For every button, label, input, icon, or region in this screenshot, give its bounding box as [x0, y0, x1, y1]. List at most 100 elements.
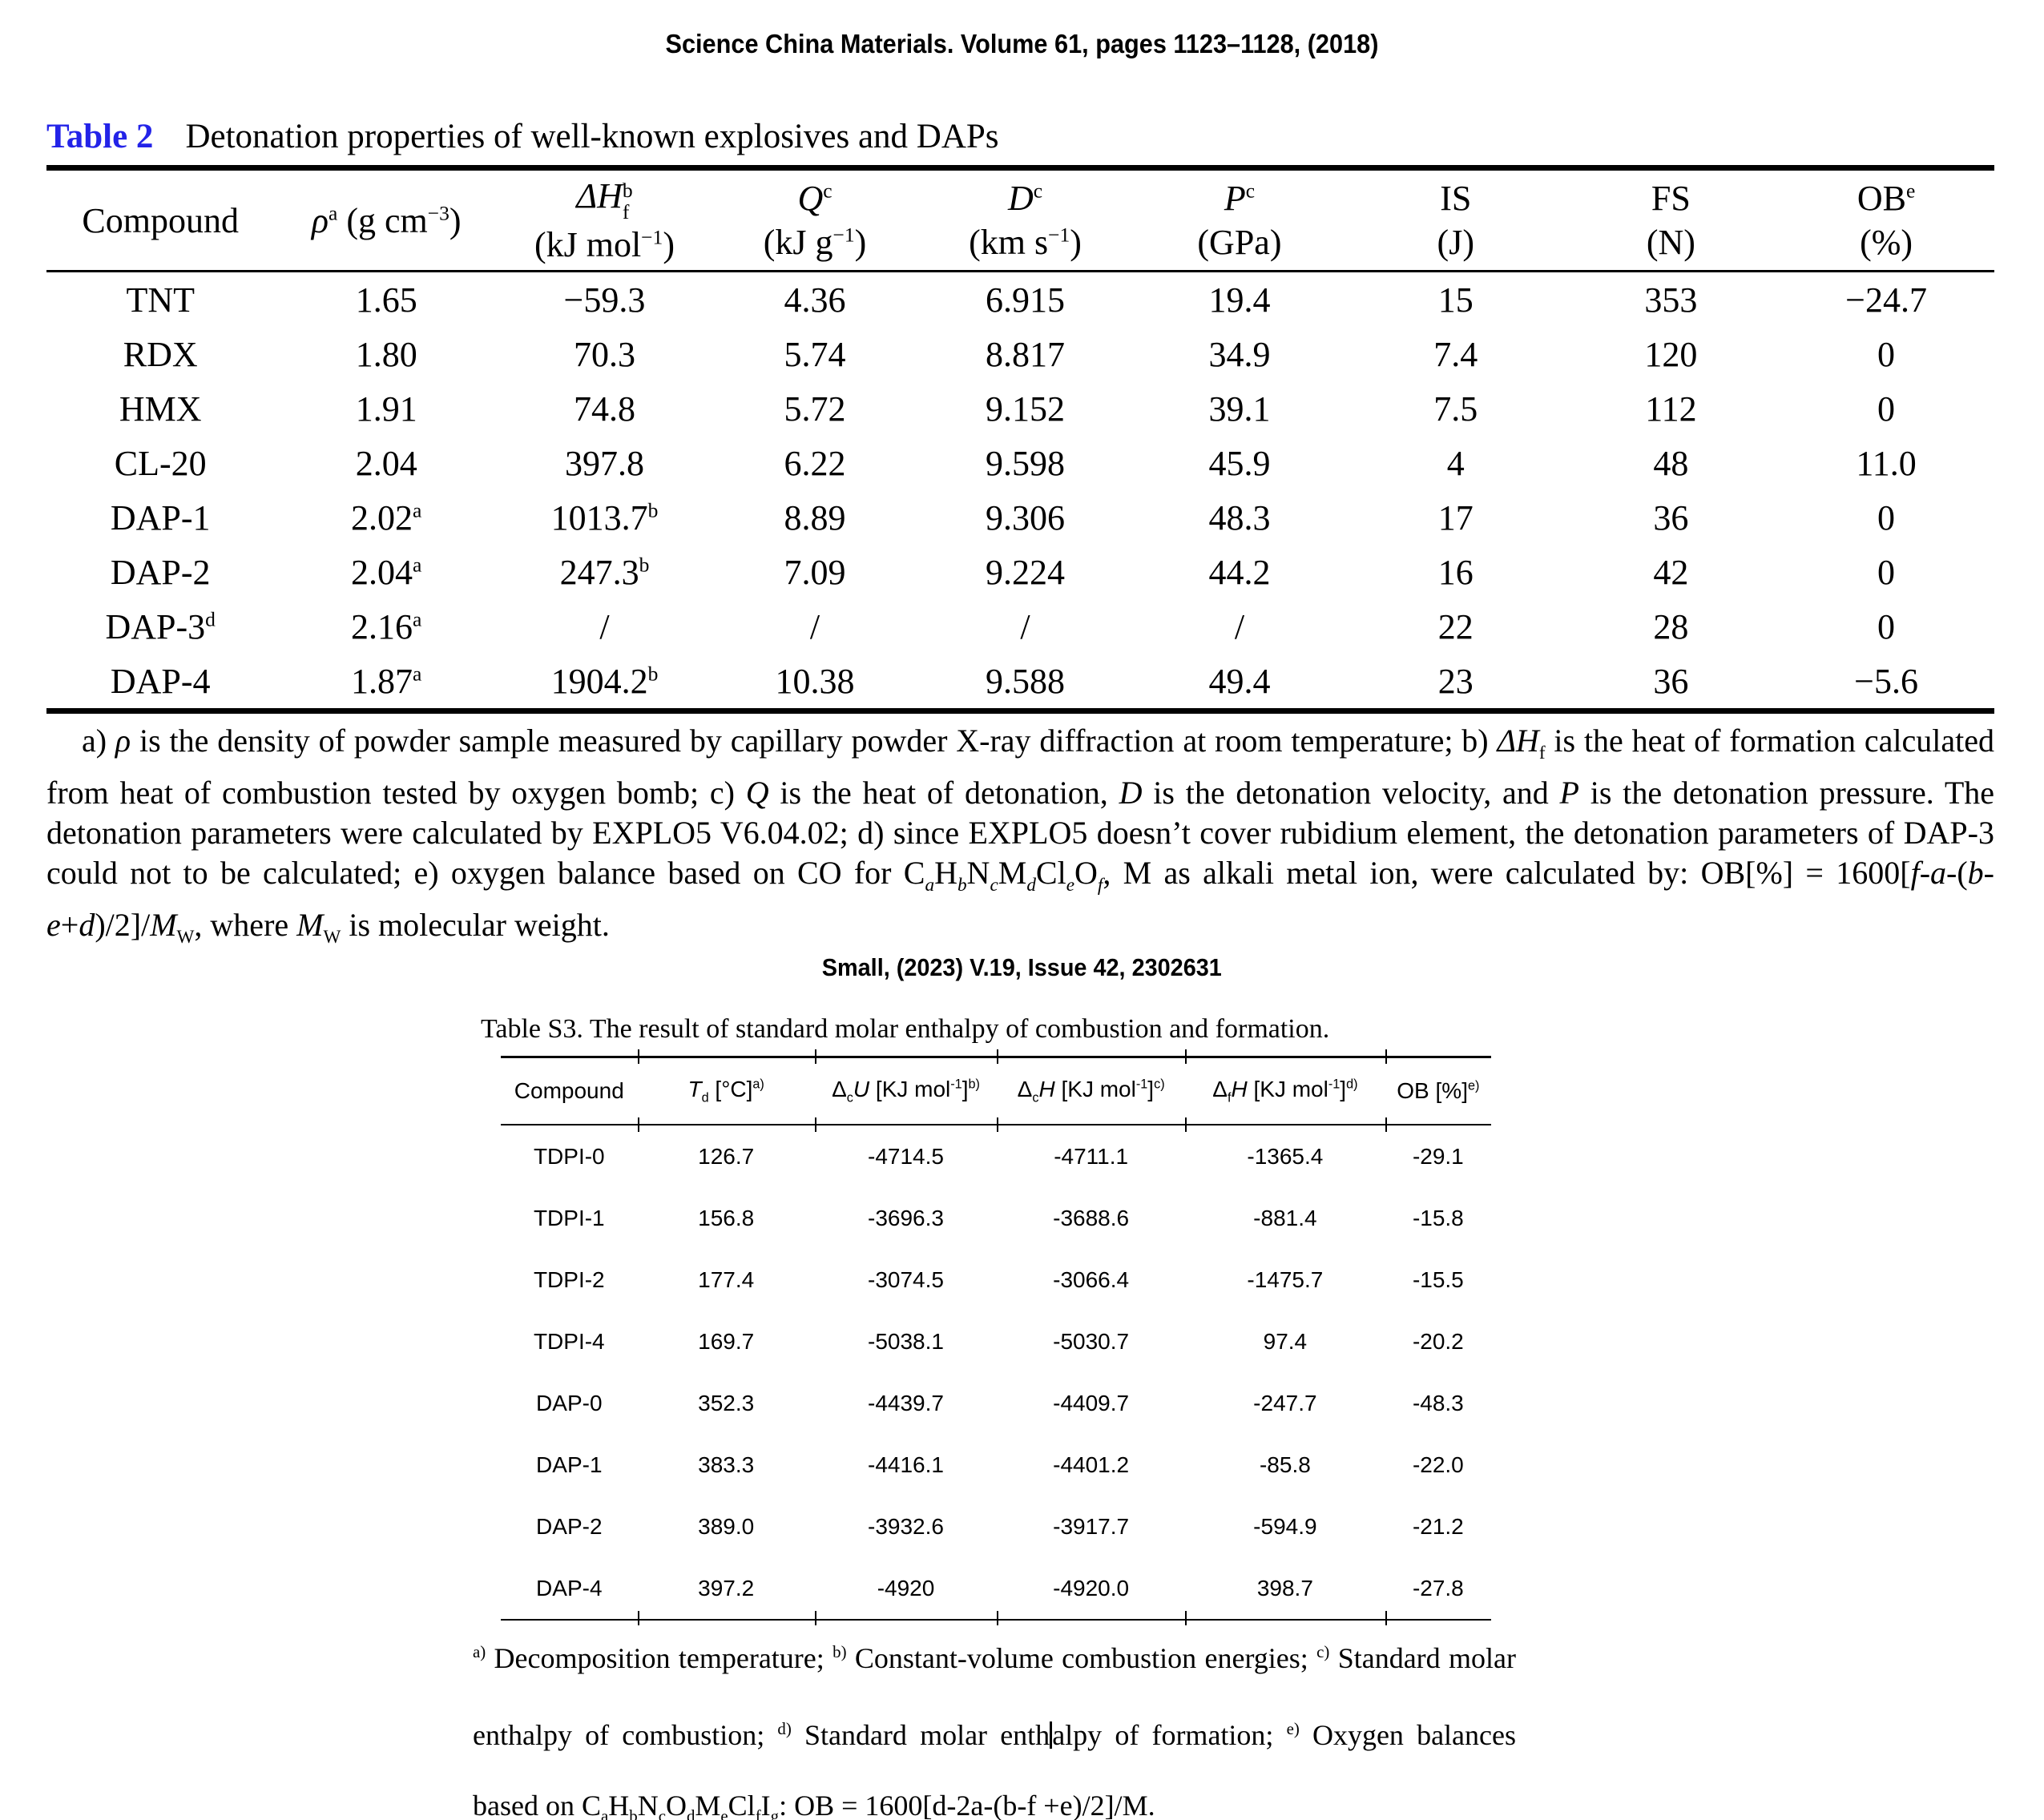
value-cell: 156.8 [698, 1205, 755, 1230]
row-label-cell: DAP-3d [105, 606, 216, 646]
value-cell: -1365.4 [1247, 1143, 1324, 1169]
row-label-cell: DAP-4 [110, 661, 211, 701]
row-label-cell: TDPI-1 [533, 1205, 605, 1230]
value-cell: 39.1 [1208, 389, 1271, 429]
table-border-tick [814, 1117, 816, 1132]
value-cell: 17 [1437, 497, 1474, 538]
value-cell: -594.9 [1253, 1513, 1317, 1539]
table-border-tick [1185, 1049, 1187, 1064]
value-cell: 49.4 [1208, 661, 1271, 701]
table-border-tick [997, 1049, 999, 1064]
value-cell: 34.9 [1208, 334, 1271, 374]
table-border-tick [1185, 1611, 1187, 1625]
value-cell: 1.91 [355, 389, 417, 429]
row-label-cell: RDX [123, 334, 198, 374]
value-cell: 169.7 [698, 1328, 755, 1354]
row-label-cell: TDPI-2 [533, 1266, 605, 1292]
value-cell: -4714.5 [868, 1143, 944, 1169]
column-header: OB [%]e) [1385, 1057, 1491, 1125]
row-label-cell: TNT [126, 280, 195, 320]
value-cell: -27.8 [1412, 1575, 1464, 1601]
value-cell: -4401.2 [1053, 1452, 1130, 1477]
value-cell: 352.3 [698, 1390, 755, 1415]
value-cell: 0 [1877, 497, 1896, 538]
value-cell: 2.02a [351, 497, 422, 538]
value-cell: 6.22 [784, 443, 846, 483]
value-cell: 7.09 [784, 552, 846, 592]
value-cell: 0 [1877, 389, 1896, 429]
value-cell: 8.817 [986, 334, 1066, 374]
value-cell: 389.0 [698, 1513, 755, 1539]
value-cell: 1.80 [355, 334, 417, 374]
table-row: CL-20 2.04 397.8 6.22 9.598 45.9 4 48 11.0 [46, 436, 1994, 490]
value-cell: 9.588 [986, 661, 1066, 701]
value-cell: 9.306 [986, 497, 1066, 538]
column-header: ΔcH [KJ mol-1]c) [997, 1057, 1186, 1125]
citation-text: Science China Materials. Volume 61, page… [665, 29, 1378, 58]
tableS3: Compound Td [°C]a) ΔcU [KJ mol-1]b) ΔcH [KJ… [501, 1049, 1491, 1625]
value-cell: 120 [1644, 334, 1698, 374]
table-border-tick [814, 1611, 816, 1625]
value-cell: 19.4 [1208, 280, 1271, 320]
table-border-tick [637, 1117, 639, 1132]
row-label-cell: CL-20 [114, 443, 207, 483]
value-cell: -4416.1 [868, 1452, 944, 1477]
column-header: FS (N) [1563, 167, 1779, 272]
value-cell: -48.3 [1412, 1390, 1464, 1415]
value-cell: -4409.7 [1053, 1390, 1130, 1415]
tableS3-grid: Compound Td [°C]a) ΔcU [KJ mol-1]b) ΔcH [KJ… [501, 1056, 1491, 1621]
value-cell: 1904.2b [550, 661, 659, 701]
table2-footnote: a) ρ is the density of powder sample mea… [46, 723, 1995, 948]
header-row: Compound Td [°C]a) ΔcU [KJ mol-1]b) ΔcH [KJ… [501, 1057, 1491, 1125]
value-cell: 353 [1644, 280, 1698, 320]
value-cell: 7.4 [1433, 334, 1478, 374]
value-cell: 2.16a [351, 606, 422, 646]
row-label-cell: DAP-2 [536, 1513, 603, 1539]
table2-caption-text: Detonation properties of well-known expl… [185, 118, 999, 155]
value-cell: 126.7 [698, 1143, 755, 1169]
value-cell: / [809, 606, 820, 646]
value-cell: -4920 [877, 1575, 935, 1601]
value-cell: -5030.7 [1053, 1328, 1130, 1354]
value-cell: 42 [1653, 552, 1689, 592]
column-header: ΔfH [KJ mol-1]d) [1185, 1057, 1385, 1125]
citation-header-science-china: Science China Materials. Volume 61, page… [48, 29, 1995, 59]
row-label-cell: DAP-1 [536, 1452, 603, 1477]
citation-text: Small, (2023) V.19, Issue 42, 2302631 [821, 953, 1222, 981]
value-cell: -1475.7 [1247, 1266, 1324, 1292]
column-header: OBe (%) [1778, 167, 1994, 272]
table-border-tick [814, 1049, 816, 1064]
value-cell: -22.0 [1412, 1452, 1464, 1477]
column-header: IS (J) [1347, 167, 1564, 272]
value-cell: 0 [1877, 606, 1896, 646]
column-header: ΔcU [KJ mol-1]b) [814, 1057, 998, 1125]
table2-caption: Table 2 Detonation properties of well-kno… [46, 117, 999, 156]
table-border-tick [1185, 1117, 1187, 1132]
value-cell: 177.4 [698, 1266, 755, 1292]
table-row: DAP-3d 2.16a / / / / 22 28 0 [46, 599, 1994, 654]
value-cell: 397.2 [698, 1575, 755, 1601]
value-cell: 1.87a [351, 661, 422, 701]
value-cell: 48.3 [1208, 497, 1271, 538]
value-cell: 74.8 [573, 389, 635, 429]
value-cell: 247.3b [559, 552, 650, 592]
value-cell: 22 [1437, 606, 1474, 646]
tableS3-footnote: a) Decomposition temperature; b) Constan… [473, 1642, 1517, 1820]
table-row: TDPI-2 177.4 -3074.5 -3066.4 -1475.7 -15.5 [501, 1249, 1491, 1311]
value-cell: 0 [1877, 552, 1896, 592]
table-border-tick [997, 1117, 999, 1132]
column-header: Compound [501, 1057, 638, 1125]
header-row: Compound ρa (g cm−3) ΔH b f (kJ mol−1) Qc (kJ g… [46, 167, 1994, 272]
row-label-cell: TDPI-4 [533, 1328, 605, 1354]
value-cell: -881.4 [1253, 1205, 1317, 1230]
value-cell: 112 [1645, 389, 1697, 429]
value-cell: 36 [1653, 497, 1689, 538]
table-row: DAP-4 397.2 -4920 -4920.0 398.7 -27.8 [501, 1557, 1491, 1620]
table-row: DAP-1 2.02a 1013.7b 8.89 9.306 48.3 17 36 0 [46, 490, 1994, 545]
value-cell: 45.9 [1208, 443, 1271, 483]
value-cell: / [599, 606, 610, 646]
column-header: Compound [46, 167, 275, 272]
value-cell: -3696.3 [868, 1205, 944, 1230]
column-header: Dc (km s−1) [919, 167, 1132, 272]
